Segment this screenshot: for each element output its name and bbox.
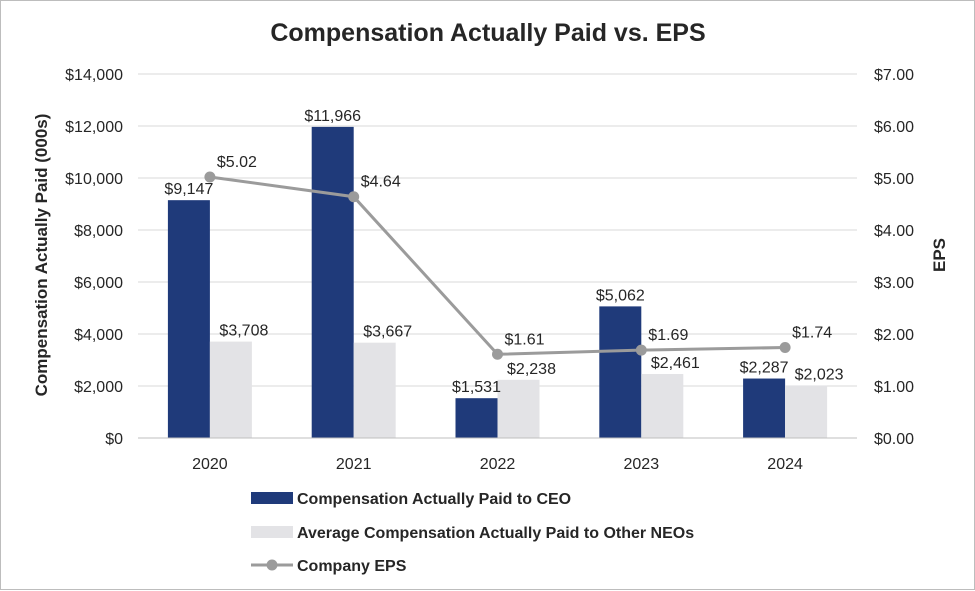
data-label-other-neos: $2,023 <box>795 366 844 383</box>
legend-label-other-neos: Average Compensation Actually Paid to Ot… <box>297 525 694 542</box>
bar-other-neos <box>353 342 396 438</box>
y2-tick-label: $1.00 <box>874 379 914 396</box>
legend-label-ceo: Compensation Actually Paid to CEO <box>297 491 571 508</box>
data-label-ceo: $2,287 <box>740 360 789 377</box>
bar-other-neos <box>785 385 828 438</box>
data-label-ceo: $5,062 <box>596 287 645 304</box>
bar-ceo <box>743 378 786 438</box>
y-tick-label: $12,000 <box>65 119 123 136</box>
y-tick-label: $2,000 <box>74 379 123 396</box>
bar-other-neos <box>641 374 684 438</box>
eps-point <box>204 171 216 183</box>
eps-point <box>492 348 503 360</box>
y-tick-label: $4,000 <box>74 327 123 344</box>
x-tick-label: 2021 <box>336 456 372 473</box>
y2-tick-label: $7.00 <box>874 67 914 84</box>
y-tick-label: $0 <box>105 431 123 448</box>
bars <box>167 126 828 438</box>
y2-axis-title: EPS <box>930 238 949 272</box>
data-label-other-neos: $3,708 <box>219 323 268 340</box>
y-axis-title: Compensation Actually Paid (000s) <box>32 114 51 397</box>
data-label-ceo: $9,147 <box>164 181 213 198</box>
y2-tick-label: $3.00 <box>874 275 914 292</box>
legend-swatch-other-neos <box>251 526 293 538</box>
data-label-eps: $5.02 <box>217 154 257 171</box>
y2-tick-label: $6.00 <box>874 119 914 136</box>
data-label-other-neos: $2,461 <box>651 355 700 372</box>
axes: $0 $2,000 $4,000 $6,000 $8,000 $10,000 $12,000… <box>65 67 914 473</box>
y-tick-label: $6,000 <box>74 275 123 292</box>
y2-tick-label: $5.00 <box>874 171 914 188</box>
y2-tick-label: $0.00 <box>874 431 914 448</box>
bar-ceo <box>599 306 642 438</box>
bar-other-neos <box>497 379 540 438</box>
legend-label-eps: Company EPS <box>297 558 407 575</box>
x-tick-label: 2020 <box>192 456 228 473</box>
y2-tick-label: $2.00 <box>874 327 914 344</box>
legend: Compensation Actually Paid to CEO Average… <box>251 491 694 575</box>
data-label-eps: $1.69 <box>648 327 688 344</box>
x-tick-label: 2023 <box>624 456 660 473</box>
data-label-ceo: $11,966 <box>304 108 361 125</box>
legend-swatch-eps-marker <box>266 559 278 571</box>
x-tick-label: 2024 <box>767 456 803 473</box>
eps-point <box>348 191 360 203</box>
data-label-ceo: $1,531 <box>452 379 501 396</box>
data-label-other-neos: $2,238 <box>507 361 556 378</box>
y-tick-label: $14,000 <box>65 67 123 84</box>
eps-line <box>204 171 791 360</box>
bar-other-neos <box>209 341 252 438</box>
data-label-eps: $1.61 <box>505 331 545 348</box>
bar-ceo <box>167 200 210 438</box>
x-tick-label: 2022 <box>480 456 516 473</box>
bar-ceo <box>311 126 354 438</box>
chart-title: Compensation Actually Paid vs. EPS <box>270 19 705 47</box>
y-tick-label: $8,000 <box>74 223 123 240</box>
bar-ceo <box>455 398 498 438</box>
eps-line-path <box>209 175 786 356</box>
y-tick-label: $10,000 <box>65 171 123 188</box>
eps-point <box>635 344 647 356</box>
data-label-eps: $1.74 <box>792 325 832 342</box>
eps-point <box>779 342 791 354</box>
data-labels: $9,147 $11,966 $1,531 $5,062 $2,287 $3,708 $3,… <box>164 108 843 396</box>
data-label-other-neos: $3,667 <box>363 324 412 341</box>
legend-swatch-ceo <box>251 492 293 504</box>
data-label-eps: $4.64 <box>361 174 401 191</box>
gridlines <box>138 73 857 387</box>
y2-tick-label: $4.00 <box>874 223 914 240</box>
